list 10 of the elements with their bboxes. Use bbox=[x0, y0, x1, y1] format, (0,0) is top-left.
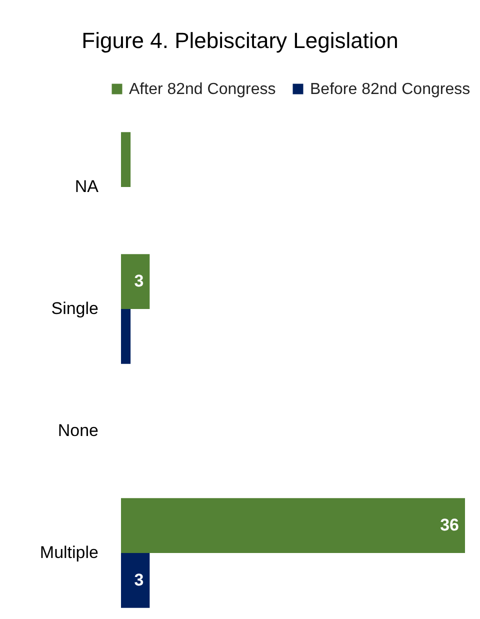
legend-label: After 82nd Congress bbox=[129, 81, 276, 98]
data-label: 3 bbox=[134, 272, 144, 291]
data-label: 3 bbox=[134, 570, 144, 590]
y-tick-label: None bbox=[58, 421, 98, 440]
legend-label: Before 82nd Congress bbox=[310, 81, 470, 98]
y-tick-label: Multiple bbox=[40, 543, 98, 562]
chart-title: Figure 4. Plebiscitary Legislation bbox=[82, 28, 398, 53]
y-tick-label: NA bbox=[74, 177, 100, 196]
y-tick-label: Single bbox=[51, 299, 98, 318]
data-label: 36 bbox=[440, 516, 459, 535]
